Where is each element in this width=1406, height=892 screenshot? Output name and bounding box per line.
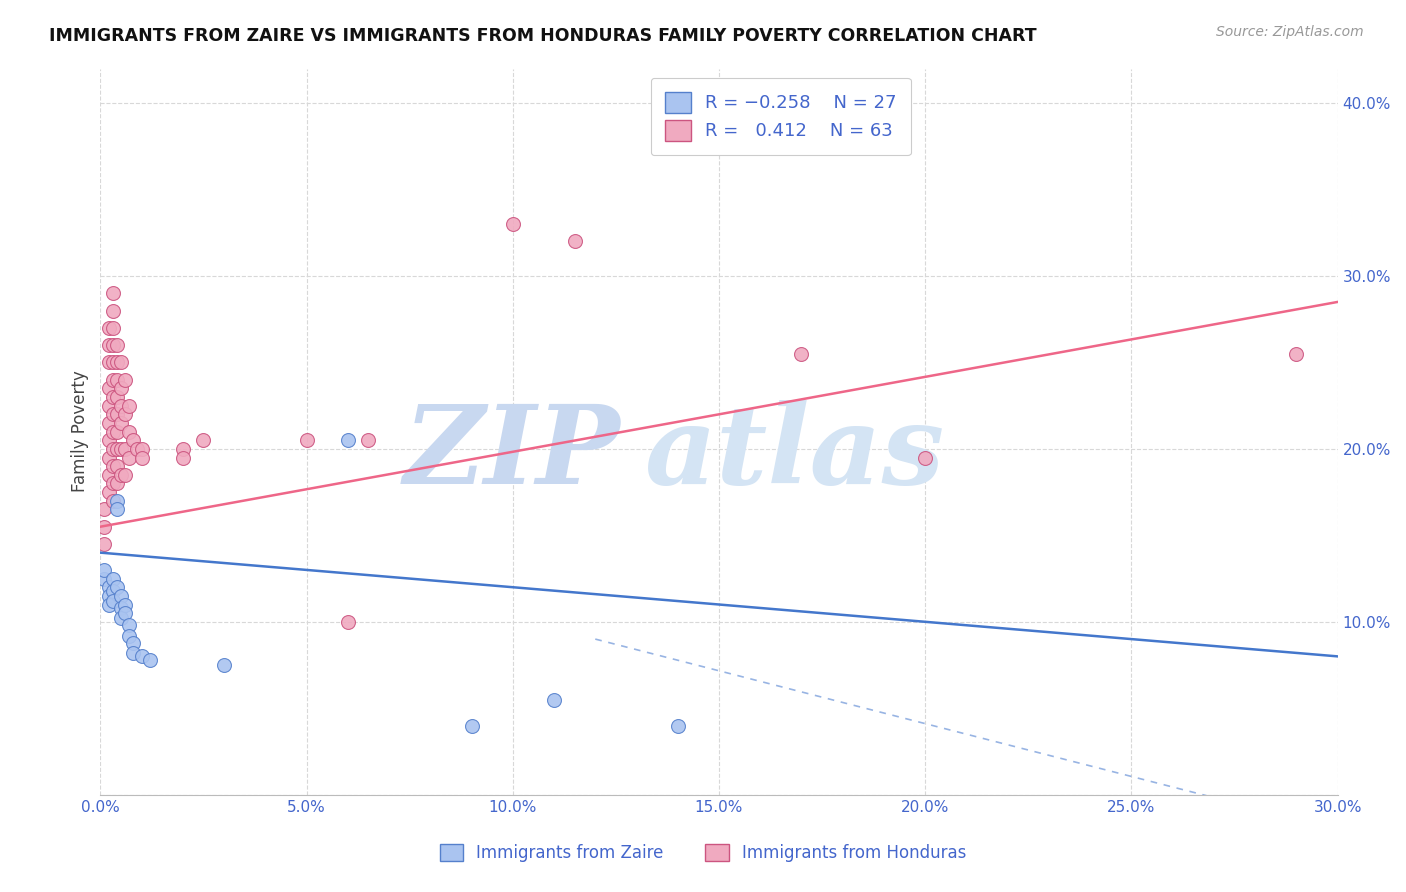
Point (101, 572, 124, 586)
Point (101, 286, 124, 301)
Point (336, 615, 359, 629)
Point (97, 321, 120, 335)
Legend: R = −0.258    N = 27, R =   0.412    N = 63: R = −0.258 N = 27, R = 0.412 N = 63 (651, 78, 911, 155)
Point (110, 416, 132, 430)
Point (97, 580, 120, 594)
Point (105, 355, 128, 369)
Legend: Immigrants from Zaire, Immigrants from Honduras: Immigrants from Zaire, Immigrants from H… (432, 836, 974, 871)
Point (105, 442, 128, 456)
Point (101, 425, 124, 439)
Text: IMMIGRANTS FROM ZAIRE VS IMMIGRANTS FROM HONDURAS FAMILY POVERTY CORRELATION CHA: IMMIGRANTS FROM ZAIRE VS IMMIGRANTS FROM… (49, 27, 1036, 45)
Point (97, 589, 120, 603)
Point (101, 338, 124, 352)
Point (101, 594, 124, 608)
Point (110, 381, 132, 395)
Point (97, 434, 120, 448)
Point (101, 321, 124, 335)
Point (172, 450, 194, 465)
Point (1285, 347, 1308, 361)
Point (114, 467, 136, 482)
Point (101, 407, 124, 421)
Point (105, 493, 128, 508)
Point (93, 572, 115, 586)
Point (114, 373, 136, 387)
Point (97, 467, 120, 482)
Point (97, 355, 120, 369)
Y-axis label: Family Poverty: Family Poverty (72, 371, 89, 492)
Point (122, 635, 145, 649)
Point (172, 442, 194, 456)
Point (97, 485, 120, 500)
Text: ZIP: ZIP (404, 400, 620, 508)
Point (914, 450, 936, 465)
Point (110, 355, 132, 369)
Point (564, 235, 586, 249)
Point (101, 476, 124, 491)
Point (105, 459, 128, 474)
Point (336, 434, 359, 448)
Point (212, 658, 235, 673)
Point (127, 442, 149, 456)
Point (97, 381, 120, 395)
Point (193, 434, 215, 448)
Point (131, 442, 153, 456)
Point (105, 502, 128, 516)
Text: atlas: atlas (645, 400, 945, 508)
Point (105, 407, 128, 421)
Point (118, 618, 141, 632)
Point (114, 598, 136, 612)
Text: Source: ZipAtlas.com: Source: ZipAtlas.com (1216, 25, 1364, 39)
Point (101, 493, 124, 508)
Point (105, 476, 128, 491)
Point (97, 338, 120, 352)
Point (502, 217, 524, 231)
Point (101, 355, 124, 369)
Point (101, 390, 124, 404)
Point (93, 537, 115, 551)
Point (97, 399, 120, 413)
Point (139, 653, 162, 667)
Point (97, 416, 120, 430)
Point (105, 373, 128, 387)
Point (131, 450, 153, 465)
Point (295, 434, 318, 448)
Point (105, 425, 128, 439)
Point (93, 519, 115, 533)
Point (110, 611, 132, 625)
Point (105, 338, 128, 352)
Point (101, 442, 124, 456)
Point (110, 442, 132, 456)
Point (131, 649, 153, 664)
Point (110, 601, 132, 615)
Point (666, 718, 689, 732)
Point (93, 502, 115, 516)
Point (110, 467, 132, 482)
Point (118, 629, 141, 643)
Point (122, 434, 145, 448)
Point (93, 563, 115, 577)
Point (97, 450, 120, 465)
Point (118, 450, 141, 465)
Point (110, 399, 132, 413)
Point (460, 718, 482, 732)
Point (101, 583, 124, 598)
Point (97, 598, 120, 612)
Point (105, 390, 128, 404)
Point (543, 692, 565, 706)
Point (118, 399, 141, 413)
Point (122, 646, 145, 660)
Point (110, 589, 132, 603)
Point (357, 434, 380, 448)
Point (101, 303, 124, 318)
Point (101, 459, 124, 474)
Point (101, 373, 124, 387)
Point (114, 606, 136, 620)
Point (105, 580, 128, 594)
Point (114, 407, 136, 421)
Point (118, 425, 141, 439)
Point (790, 347, 813, 361)
Point (114, 442, 136, 456)
